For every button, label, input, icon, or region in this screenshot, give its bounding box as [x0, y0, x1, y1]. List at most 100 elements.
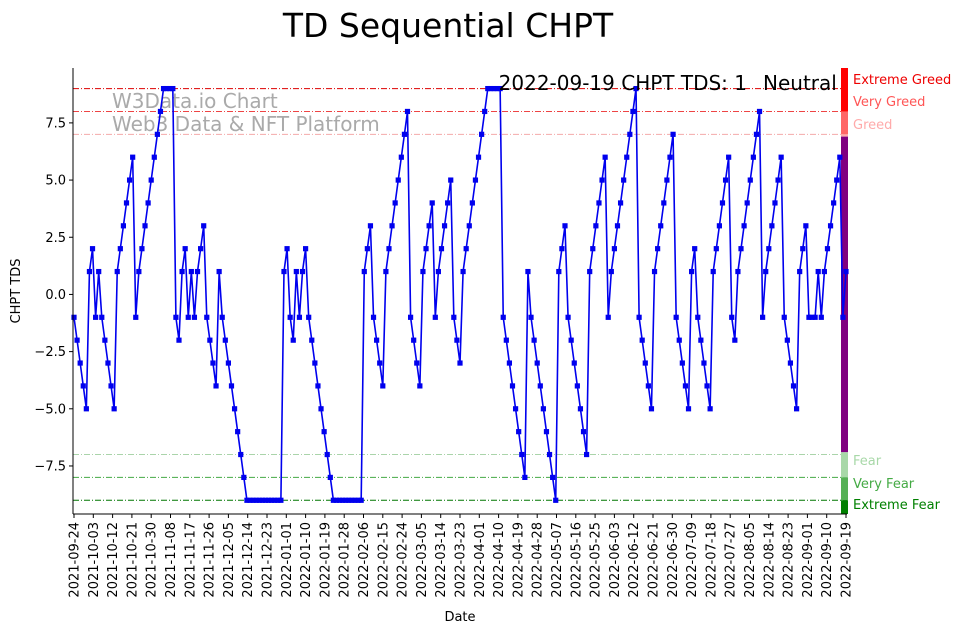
data-point-236	[800, 246, 806, 252]
watermark-line-1: W3Data.io Chart	[112, 89, 278, 113]
data-point-57	[247, 497, 253, 503]
x-tick-label-31: 2022-06-30	[666, 522, 681, 598]
data-point-174	[608, 268, 614, 275]
data-point-96	[367, 223, 374, 229]
x-tick-label-22: 2022-04-10	[492, 522, 507, 598]
data-point-66	[275, 497, 281, 503]
data-point-248	[837, 154, 843, 160]
data-point-132	[479, 131, 485, 137]
data-point-37	[185, 314, 191, 320]
reference-lines	[73, 88, 847, 501]
data-point-68	[281, 268, 287, 275]
data-point-39	[191, 314, 198, 320]
data-point-54	[238, 451, 244, 458]
data-point-7	[93, 314, 99, 320]
data-point-64	[269, 497, 275, 503]
data-point-63	[265, 497, 272, 503]
x-tick-label-26: 2022-05-16	[569, 522, 584, 598]
x-tick-label-9: 2021-12-14	[241, 522, 256, 598]
watermark: W3Data.io Chart Web3 Data & NFT Platform	[112, 89, 380, 136]
data-point-31	[167, 85, 173, 92]
zone-label-0: Extreme Greed	[853, 73, 951, 88]
data-point-82	[324, 451, 330, 458]
data-point-16	[120, 223, 127, 229]
data-point-181	[630, 108, 636, 115]
x-tick-label-6: 2021-11-17	[183, 522, 198, 598]
data-point-113	[420, 268, 426, 275]
data-point-149	[531, 337, 537, 343]
data-point-206	[707, 406, 713, 412]
data-point-155	[550, 474, 556, 481]
x-tick-label-24: 2022-04-28	[531, 522, 546, 598]
data-point-81	[321, 429, 327, 435]
data-point-147	[525, 268, 531, 275]
data-point-52	[231, 406, 238, 412]
series-points-0	[71, 85, 849, 503]
data-point-185	[642, 360, 648, 366]
data-point-179	[624, 154, 630, 160]
data-point-210	[719, 200, 726, 206]
x-tick-label-20: 2022-03-23	[454, 522, 469, 598]
data-point-40	[194, 268, 201, 275]
data-point-140	[503, 337, 509, 343]
data-point-106	[398, 154, 404, 160]
data-point-49	[222, 337, 228, 343]
data-point-213	[729, 314, 735, 320]
data-point-104	[392, 200, 398, 206]
chart-title: TD Sequential CHPT	[282, 6, 614, 45]
data-point-208	[713, 246, 719, 252]
data-point-84	[330, 497, 336, 503]
data-point-43	[204, 314, 210, 320]
data-point-173	[605, 314, 611, 320]
data-point-56	[244, 497, 250, 503]
x-tick-label-19: 2022-03-14	[434, 522, 449, 598]
data-point-198	[682, 383, 689, 389]
data-point-233	[790, 383, 797, 389]
y-tick-label-4: 2.5	[45, 231, 66, 246]
data-point-67	[278, 497, 284, 503]
data-point-87	[340, 497, 346, 503]
data-point-133	[482, 108, 488, 115]
data-point-0	[71, 314, 77, 320]
data-point-142	[509, 383, 516, 389]
data-point-6	[89, 246, 96, 252]
data-point-99	[377, 360, 383, 366]
data-point-116	[429, 200, 435, 206]
data-point-21	[136, 268, 142, 275]
data-point-221	[753, 131, 760, 137]
data-point-219	[747, 177, 753, 183]
data-point-12	[108, 383, 114, 389]
data-point-111	[414, 360, 420, 366]
x-tick-label-32: 2022-07-09	[685, 522, 700, 598]
data-point-72	[293, 268, 299, 275]
data-point-53	[235, 429, 241, 435]
data-point-157	[556, 268, 562, 275]
data-point-120	[441, 223, 448, 229]
x-tick-label-37: 2022-08-23	[782, 522, 797, 598]
data-point-246	[831, 200, 837, 206]
data-point-151	[537, 383, 543, 389]
x-tick-label-36: 2022-08-14	[762, 522, 777, 598]
annotation-text: 2022-09-19 CHPT TDS: 1	[499, 71, 747, 95]
data-point-60	[256, 497, 262, 503]
data-point-175	[611, 246, 617, 252]
zone-label-4: Very Fear	[853, 477, 915, 492]
data-point-126	[460, 268, 466, 275]
x-tick-label-2: 2021-10-12	[106, 522, 121, 598]
data-point-161	[568, 337, 574, 343]
zone-segment-4	[841, 452, 848, 478]
data-point-28	[157, 108, 164, 115]
x-tick-label-11: 2022-01-01	[280, 522, 295, 598]
data-point-74	[299, 268, 306, 275]
x-tick-label-21: 2022-04-01	[473, 522, 488, 598]
data-point-55	[241, 474, 247, 481]
x-tick-label-8: 2021-12-05	[222, 522, 237, 598]
data-point-153	[543, 429, 550, 435]
data-point-121	[445, 200, 451, 206]
data-point-188	[651, 268, 658, 275]
data-point-86	[336, 497, 343, 503]
data-point-77	[309, 337, 315, 343]
data-point-232	[787, 360, 794, 366]
data-point-129	[469, 200, 475, 206]
data-point-93	[358, 497, 364, 503]
